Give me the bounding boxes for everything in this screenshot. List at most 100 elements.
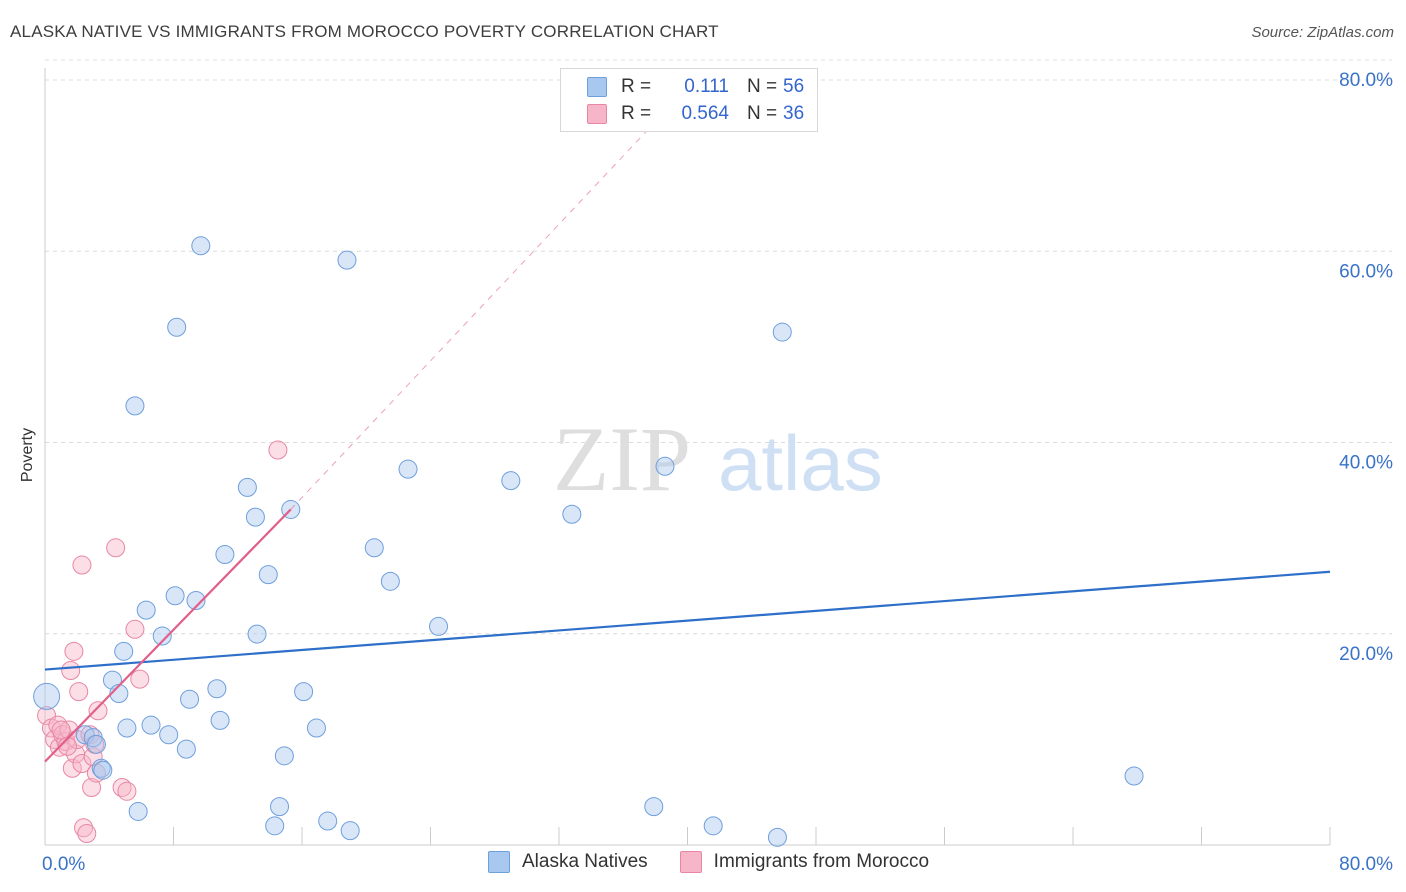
alaska-native-point — [33, 682, 61, 710]
alaska-native-point — [364, 538, 384, 558]
alaska-native-point — [141, 715, 161, 735]
legend-n-label: N = — [747, 103, 778, 124]
correlation-legend: R = 0.111 N = 56 R = 0.564 N = 36 — [560, 68, 818, 132]
grid — [45, 59, 1392, 635]
alaska-native-point — [429, 616, 449, 636]
alaska-native-point — [380, 571, 400, 591]
morocco-trendline — [290, 87, 688, 510]
alaska-native-point — [165, 586, 185, 606]
alaska-native-point — [159, 725, 179, 745]
morocco-point — [72, 754, 92, 774]
source-label: Source: ZipAtlas.com — [1251, 24, 1394, 41]
alaska-native-point — [210, 710, 230, 730]
alaska-native-point — [703, 816, 723, 836]
alaska-native-point — [247, 624, 267, 644]
alaska-native-point — [265, 816, 285, 836]
alaska-native-point — [125, 396, 145, 416]
alaska-native-point — [501, 471, 521, 491]
alaska-native-point — [207, 679, 227, 699]
legend-r-value: 0.111 — [684, 76, 729, 97]
legend-row-alaska: R = 0.111 N = 56 — [587, 75, 804, 99]
alaska-native-point — [114, 641, 134, 661]
alaska-native-point — [644, 797, 664, 817]
watermark-atlas: atlas — [718, 419, 883, 507]
morocco-point — [83, 747, 103, 767]
alaska-native-point — [117, 718, 137, 738]
alaska-native-point — [152, 626, 172, 646]
morocco-point — [125, 619, 145, 639]
watermark-zip: ZIP — [553, 408, 691, 510]
alaska-native-point — [767, 827, 787, 847]
alaska-native-point — [318, 811, 338, 831]
alaska-native-point — [258, 565, 278, 585]
legend-n-value: 56 — [783, 76, 805, 97]
axes — [44, 68, 1331, 846]
morocco-point — [74, 818, 94, 838]
legend-row-morocco: R = 0.564 N = 36 — [587, 102, 804, 126]
morocco-point — [77, 823, 97, 843]
morocco-point — [62, 758, 82, 778]
morocco-point — [64, 641, 84, 661]
trendlines — [44, 87, 1331, 763]
legend-item-alaska-natives[interactable]: Alaska Natives — [488, 851, 648, 873]
legend-n-label: N = — [747, 76, 778, 97]
alaska-native-point — [237, 477, 257, 497]
alaska-native-point — [180, 689, 200, 709]
alaska-native-point — [186, 591, 206, 611]
alaska-native-point — [340, 821, 360, 841]
y-tick-label: 60.0% — [1339, 261, 1393, 282]
alaska-native-point — [167, 317, 187, 337]
morocco-point — [69, 682, 89, 702]
y-tick-label: 80.0% — [1339, 70, 1393, 91]
alaska-native-point — [176, 739, 196, 759]
x-tick-label: 80.0% — [1339, 854, 1393, 875]
y-tick-label: 40.0% — [1339, 453, 1393, 474]
x-tick-label: 0.0% — [42, 854, 85, 875]
series-legend: Alaska Natives Immigrants from Morocco — [488, 851, 961, 873]
alaska-native-point — [562, 504, 582, 524]
morocco-point — [130, 669, 150, 689]
alaska-native-points — [33, 236, 1144, 847]
alaska-native-point — [215, 544, 235, 564]
alaska-native-point — [337, 250, 357, 270]
y-tick-label: 20.0% — [1339, 644, 1393, 665]
alaska-native-trendline — [44, 570, 1331, 671]
watermark: ZIP atlas — [553, 408, 883, 510]
alaska-native-point — [93, 760, 113, 780]
morocco-point — [61, 661, 81, 681]
morocco-trendline — [44, 508, 292, 763]
alaska-native-point — [245, 507, 265, 527]
legend-item-morocco[interactable]: Immigrants from Morocco — [679, 851, 930, 873]
legend-swatch-morocco — [587, 104, 607, 124]
legend-n-value: 36 — [783, 103, 805, 124]
alaska-native-point — [270, 797, 290, 817]
morocco-point — [82, 777, 102, 797]
alaska-native-point — [191, 236, 211, 256]
alaska-native-point — [136, 600, 156, 620]
legend-swatch-morocco — [679, 851, 702, 873]
morocco-point — [72, 555, 92, 575]
morocco-point — [106, 538, 126, 558]
alaska-native-point — [655, 456, 675, 476]
legend-swatch-alaska — [587, 77, 607, 97]
legend-label: Immigrants from Morocco — [713, 851, 930, 872]
legend-r-label: R = — [621, 76, 652, 97]
alaska-native-point — [294, 682, 314, 702]
legend-label: Alaska Natives — [522, 851, 648, 872]
alaska-native-point — [772, 322, 792, 342]
alaska-native-point — [398, 459, 418, 479]
alaska-native-point — [1124, 766, 1144, 786]
tick-labels: 20.0% 40.0% 60.0% 80.0% 0.0% 80.0% — [42, 70, 1393, 875]
morocco-point — [51, 720, 71, 740]
morocco-point — [117, 781, 137, 801]
morocco-point — [80, 725, 100, 745]
morocco-point — [88, 701, 108, 721]
legend-r-label: R = — [621, 103, 652, 124]
alaska-native-point — [274, 746, 294, 766]
legend-r-value: 0.564 — [681, 103, 729, 124]
legend-swatch-alaska — [488, 851, 510, 873]
alaska-native-point — [86, 734, 106, 754]
morocco-point — [37, 706, 57, 726]
alaska-native-point — [306, 718, 326, 738]
